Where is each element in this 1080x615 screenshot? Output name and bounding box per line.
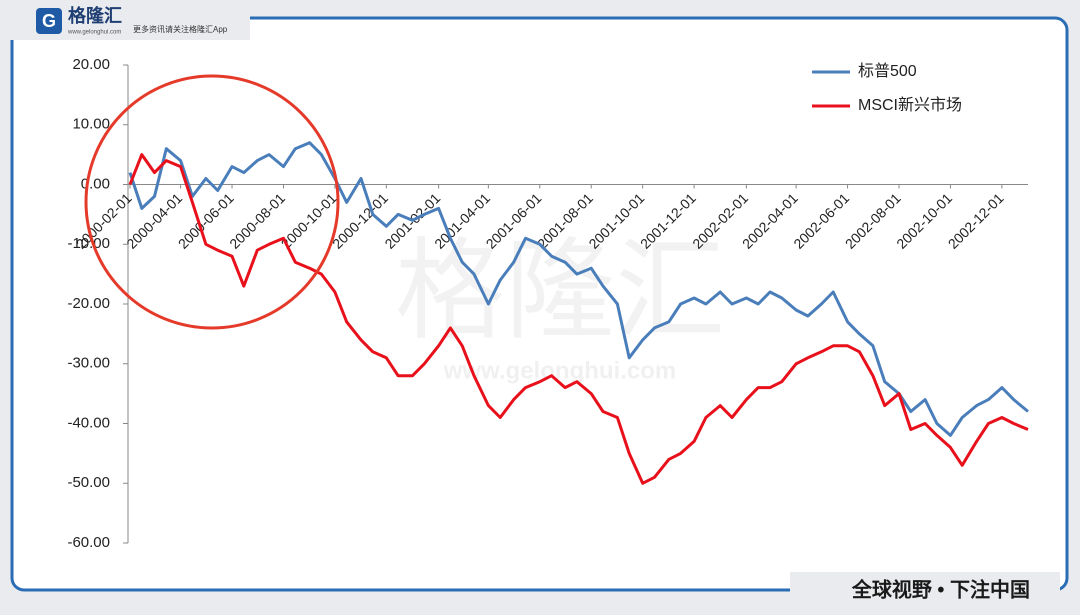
- slogan: 更多资讯请关注格隆汇App: [133, 24, 228, 34]
- watermark-url: www.gelonghui.com: [443, 357, 676, 384]
- y-tick-label: -10.00: [67, 235, 110, 252]
- y-tick-label: -30.00: [67, 355, 110, 372]
- y-tick-label: 20.00: [72, 56, 110, 73]
- series-line: [128, 153, 1029, 485]
- highlight-circle: [84, 74, 340, 330]
- y-tick-label: -40.00: [67, 414, 110, 431]
- footer: 全球视野 • 下注中国: [851, 577, 1030, 601]
- legend-label: 标普500: [858, 62, 917, 80]
- y-tick-label: -60.00: [67, 534, 110, 551]
- logo-icon: [36, 8, 62, 34]
- logo-mark: G: [42, 11, 56, 31]
- footer-bg: [790, 572, 1060, 610]
- legend-label: MSCI新兴市场: [858, 96, 962, 114]
- y-tick-label: -50.00: [67, 474, 110, 491]
- y-tick-label: -20.00: [67, 295, 110, 312]
- series-line: [128, 141, 1029, 437]
- logo-text: 格隆汇: [68, 5, 122, 26]
- watermark-logo: 格隆汇: [395, 230, 725, 353]
- logo-url: www.gelonghui.com: [67, 30, 121, 36]
- y-tick-label: 10.00: [72, 116, 110, 133]
